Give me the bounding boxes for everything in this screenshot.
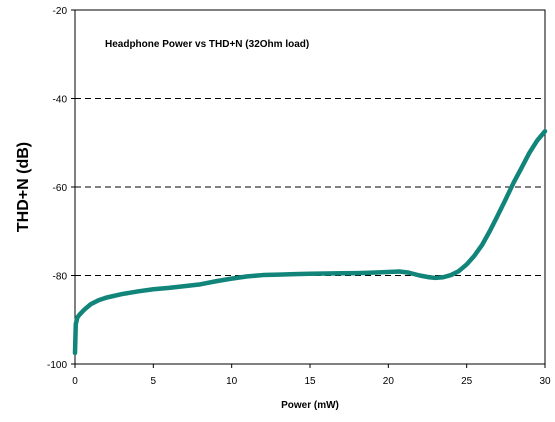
y-tick-label: -40 [53,95,68,106]
x-tick-label: 5 [151,376,157,387]
series-layer [72,129,548,356]
y-tick-label: -20 [53,6,68,17]
y-tick-label: -100 [47,360,67,371]
x-tick-label: 20 [383,376,395,387]
y-tick-label: -60 [53,183,68,194]
x-tick-label: 15 [304,376,316,387]
chart-title: Headphone Power vs THD+N (32Ohm load) [105,39,309,50]
y-axis-title: THD+N (dB) [15,142,32,232]
axis-ticks: 0 5 10 15 20 25 30 -100 -80 -60 -40 -20 [47,6,551,387]
series-line [72,129,548,356]
y-tick-label: -80 [53,272,68,283]
x-tick-label: 25 [461,376,473,387]
x-tick-label: 30 [539,376,551,387]
x-tick-label: 10 [226,376,238,387]
x-tick-label: 0 [72,376,78,387]
x-axis-title: Power (mW) [281,400,339,411]
